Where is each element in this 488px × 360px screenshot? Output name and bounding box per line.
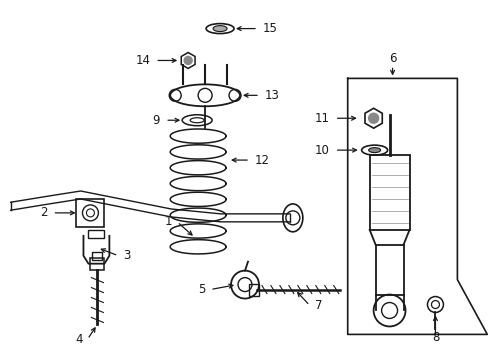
Text: 3: 3 <box>123 249 130 262</box>
Text: 5: 5 <box>197 283 204 296</box>
Text: 1: 1 <box>164 215 172 228</box>
Bar <box>88 230 104 238</box>
Bar <box>375 245 403 294</box>
Text: 8: 8 <box>431 331 438 344</box>
Text: 6: 6 <box>388 53 395 66</box>
Bar <box>369 155 408 230</box>
Bar <box>248 284 259 296</box>
Text: 10: 10 <box>314 144 329 157</box>
Text: 7: 7 <box>314 299 322 312</box>
Text: 14: 14 <box>135 54 150 67</box>
Text: 9: 9 <box>152 114 160 127</box>
Bar <box>92 252 102 260</box>
Circle shape <box>184 57 192 64</box>
Text: 2: 2 <box>40 206 47 219</box>
Bar <box>90 258 104 270</box>
Text: 13: 13 <box>264 89 279 102</box>
Text: 15: 15 <box>263 22 277 35</box>
Ellipse shape <box>213 26 226 32</box>
Circle shape <box>368 113 378 123</box>
Ellipse shape <box>368 148 380 153</box>
Text: 12: 12 <box>254 154 269 167</box>
Text: 4: 4 <box>75 333 82 346</box>
Text: 11: 11 <box>314 112 329 125</box>
Bar <box>76 199 104 227</box>
